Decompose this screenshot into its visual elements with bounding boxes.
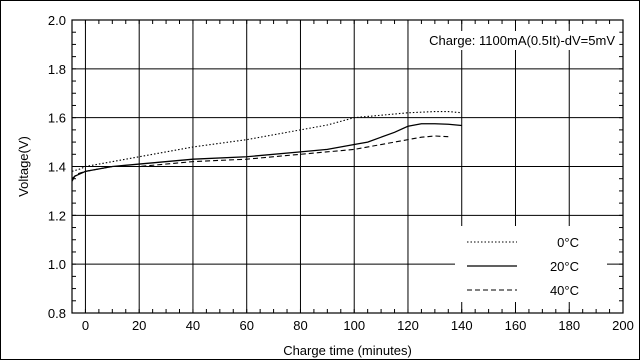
y-tick-label: 1.2 <box>48 208 66 223</box>
series-line <box>71 135 449 180</box>
x-tick-label: 40 <box>186 318 200 333</box>
x-tick-label: 100 <box>343 318 365 333</box>
series-layer <box>71 111 462 182</box>
x-tick-label: 180 <box>558 318 580 333</box>
y-tick-label: 1.8 <box>48 62 66 77</box>
y-tick-label: 0.8 <box>48 306 66 321</box>
x-tick-label: 0 <box>82 318 89 333</box>
x-tick-labels: 0 20 40 60 80 100 120 140 160 180 200 <box>82 318 634 333</box>
y-tick-labels: 0.8 1.0 1.2 1.4 1.6 1.8 2.0 <box>48 13 66 321</box>
y-tick-label: 1.4 <box>48 160 66 175</box>
legend-items: 0°C 20°C 40°C <box>467 235 579 298</box>
legend-label: 0°C <box>557 235 579 250</box>
charge-annotation: Charge: 1100mA(0.5It)-dV=5mV <box>429 33 615 48</box>
y-tick-label: 1.6 <box>48 111 66 126</box>
x-tick-label: 60 <box>239 318 253 333</box>
y-axis-label: Voltage(V) <box>16 136 31 197</box>
legend-label: 20°C <box>550 259 579 274</box>
legend-label: 40°C <box>550 283 579 298</box>
x-tick-label: 120 <box>397 318 419 333</box>
annotation-background <box>425 31 620 50</box>
plot-border <box>71 19 624 314</box>
x-tick-label: 140 <box>451 318 473 333</box>
legend <box>455 226 607 302</box>
x-tick-label: 80 <box>293 318 307 333</box>
y-tick-label: 2.0 <box>48 13 66 28</box>
x-axis-label: Charge time (minutes) <box>283 343 412 358</box>
x-tick-label: 200 <box>612 318 634 333</box>
series-line <box>71 111 462 172</box>
series-line <box>71 123 462 182</box>
x-tick-label: 20 <box>132 318 146 333</box>
y-tick-label: 1.0 <box>48 257 66 272</box>
x-tick-label: 160 <box>505 318 527 333</box>
